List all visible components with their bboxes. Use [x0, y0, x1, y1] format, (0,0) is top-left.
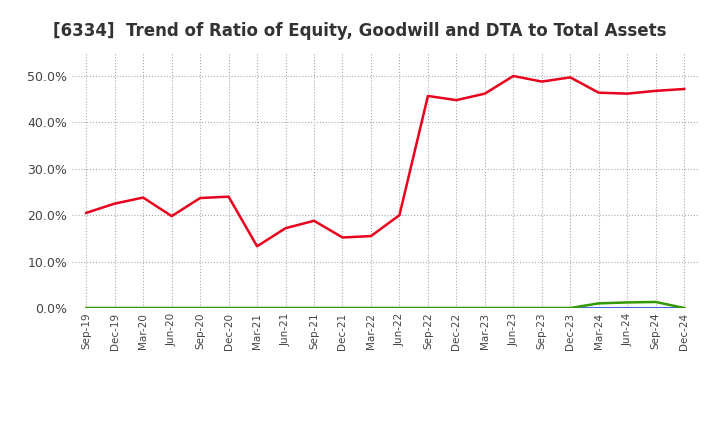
Deferred Tax Assets — [82, 305, 91, 311]
Deferred Tax Assets — [652, 299, 660, 304]
Goodwill — [310, 305, 318, 311]
Equity — [225, 194, 233, 199]
Text: [6334]  Trend of Ratio of Equity, Goodwill and DTA to Total Assets: [6334] Trend of Ratio of Equity, Goodwil… — [53, 22, 667, 40]
Deferred Tax Assets — [282, 305, 290, 311]
Goodwill — [338, 305, 347, 311]
Deferred Tax Assets — [253, 305, 261, 311]
Line: Equity: Equity — [86, 76, 684, 246]
Equity — [623, 91, 631, 96]
Equity — [139, 195, 148, 200]
Equity — [82, 210, 91, 216]
Deferred Tax Assets — [509, 305, 518, 311]
Goodwill — [167, 305, 176, 311]
Equity — [509, 73, 518, 79]
Equity — [282, 226, 290, 231]
Deferred Tax Assets — [452, 305, 461, 311]
Goodwill — [509, 305, 518, 311]
Goodwill — [395, 305, 404, 311]
Deferred Tax Assets — [139, 305, 148, 311]
Equity — [566, 75, 575, 80]
Deferred Tax Assets — [196, 305, 204, 311]
Equity — [480, 91, 489, 96]
Deferred Tax Assets — [225, 305, 233, 311]
Goodwill — [452, 305, 461, 311]
Equity — [395, 213, 404, 218]
Deferred Tax Assets — [167, 305, 176, 311]
Deferred Tax Assets — [366, 305, 375, 311]
Equity — [537, 79, 546, 84]
Goodwill — [110, 305, 119, 311]
Goodwill — [366, 305, 375, 311]
Equity — [253, 244, 261, 249]
Equity — [595, 90, 603, 95]
Equity — [452, 98, 461, 103]
Equity — [652, 88, 660, 93]
Deferred Tax Assets — [623, 300, 631, 305]
Deferred Tax Assets — [423, 305, 432, 311]
Deferred Tax Assets — [566, 305, 575, 311]
Goodwill — [196, 305, 204, 311]
Deferred Tax Assets — [480, 305, 489, 311]
Goodwill — [652, 305, 660, 311]
Line: Deferred Tax Assets: Deferred Tax Assets — [86, 302, 684, 308]
Goodwill — [595, 305, 603, 311]
Goodwill — [423, 305, 432, 311]
Equity — [167, 213, 176, 219]
Deferred Tax Assets — [537, 305, 546, 311]
Equity — [366, 234, 375, 239]
Goodwill — [253, 305, 261, 311]
Goodwill — [680, 305, 688, 311]
Equity — [110, 201, 119, 206]
Goodwill — [623, 305, 631, 311]
Goodwill — [537, 305, 546, 311]
Deferred Tax Assets — [595, 301, 603, 306]
Deferred Tax Assets — [395, 305, 404, 311]
Deferred Tax Assets — [110, 305, 119, 311]
Equity — [423, 93, 432, 99]
Equity — [310, 218, 318, 224]
Equity — [196, 195, 204, 201]
Goodwill — [282, 305, 290, 311]
Goodwill — [566, 305, 575, 311]
Equity — [680, 86, 688, 92]
Goodwill — [480, 305, 489, 311]
Equity — [338, 235, 347, 240]
Deferred Tax Assets — [680, 305, 688, 311]
Goodwill — [82, 305, 91, 311]
Deferred Tax Assets — [338, 305, 347, 311]
Deferred Tax Assets — [310, 305, 318, 311]
Goodwill — [225, 305, 233, 311]
Goodwill — [139, 305, 148, 311]
